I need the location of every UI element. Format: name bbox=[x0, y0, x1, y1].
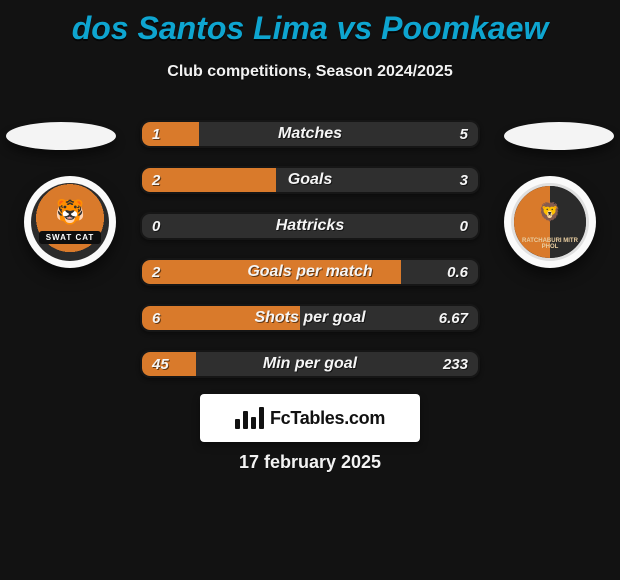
club-crest-left-icon: 🐯 bbox=[55, 201, 85, 225]
stat-row: 6Shots per goal6.67 bbox=[140, 304, 480, 332]
stat-row: 45Min per goal233 bbox=[140, 350, 480, 378]
stat-label: Hattricks bbox=[142, 214, 478, 238]
club-crest-right-icon: 🦁 bbox=[514, 202, 586, 223]
stat-label: Min per goal bbox=[142, 352, 478, 376]
nation-flag-right-icon bbox=[504, 122, 614, 150]
stat-label: Goals bbox=[142, 168, 478, 192]
fctables-chart-icon bbox=[235, 407, 264, 429]
fctables-brand-text: FcTables.com bbox=[270, 408, 385, 429]
stat-label: Shots per goal bbox=[142, 306, 478, 330]
page-title: dos Santos Lima vs Poomkaew bbox=[0, 0, 620, 47]
club-name-left: SWAT CAT bbox=[39, 231, 102, 244]
update-date: 17 february 2025 bbox=[0, 452, 620, 473]
club-badge-left: 🐯 SWAT CAT bbox=[24, 176, 116, 268]
club-badge-right: 🦁 RATCHABURI MITR PHOL bbox=[504, 176, 596, 268]
stat-label: Matches bbox=[142, 122, 478, 146]
stat-value-right: 3 bbox=[460, 168, 468, 192]
stat-row: 2Goals3 bbox=[140, 166, 480, 194]
subtitle: Club competitions, Season 2024/2025 bbox=[0, 63, 620, 81]
stat-row: 1Matches5 bbox=[140, 120, 480, 148]
stat-value-right: 6.67 bbox=[439, 306, 468, 330]
stat-row: 0Hattricks0 bbox=[140, 212, 480, 240]
stat-value-right: 0 bbox=[460, 214, 468, 238]
stat-label: Goals per match bbox=[142, 260, 478, 284]
stat-value-right: 5 bbox=[460, 122, 468, 146]
stat-value-right: 0.6 bbox=[447, 260, 468, 284]
stat-row: 2Goals per match0.6 bbox=[140, 258, 480, 286]
club-name-right: RATCHABURI MITR PHOL bbox=[514, 238, 586, 250]
stat-value-right: 233 bbox=[443, 352, 468, 376]
fctables-logo[interactable]: FcTables.com bbox=[200, 394, 420, 442]
stats-table: 1Matches5 2Goals3 0Hattricks0 2Goals per ma… bbox=[140, 120, 480, 396]
nation-flag-left-icon bbox=[6, 122, 116, 150]
